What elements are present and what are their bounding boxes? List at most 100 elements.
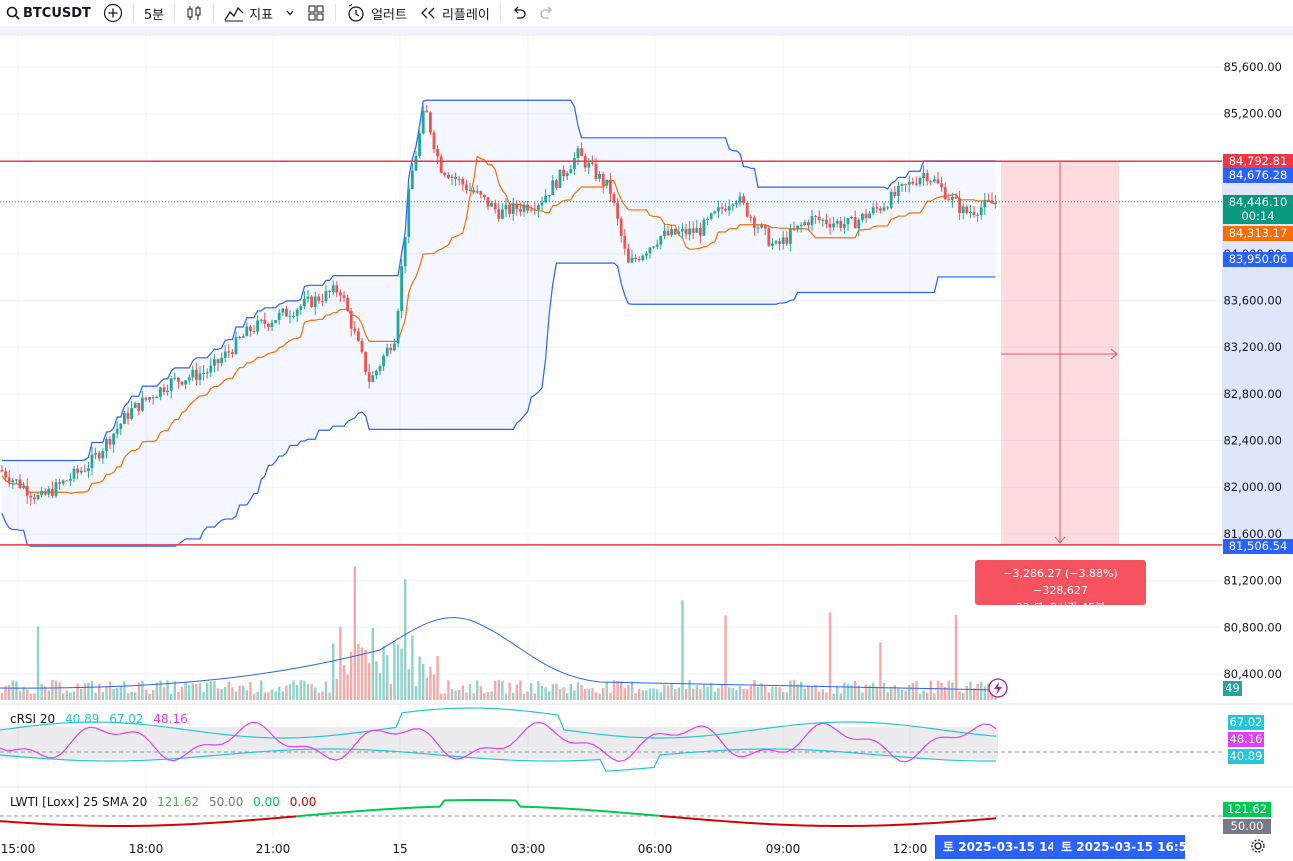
volume-bar (238, 685, 241, 700)
candle-body (659, 235, 663, 245)
undo-button[interactable] (505, 0, 533, 26)
candle-body (763, 225, 767, 229)
candle-body (90, 454, 94, 469)
volume-bar (368, 663, 371, 700)
volume-bar (908, 685, 911, 700)
candle-body (760, 225, 763, 228)
measure-arrow-down (1054, 536, 1066, 544)
candle-body (421, 110, 425, 134)
price-label-volume: 49 (1223, 681, 1242, 696)
volume-bar (915, 681, 918, 700)
symbol-name: BTCUSDT (23, 5, 91, 21)
candle-body (609, 179, 612, 194)
volume-bar (857, 685, 860, 700)
volume-bar (670, 682, 673, 700)
volume-bar (432, 674, 436, 700)
candle-body (180, 381, 184, 385)
price-tick-label: 82,800.00 (1223, 387, 1282, 401)
volume-bar (904, 690, 907, 700)
candle-body (403, 236, 407, 267)
volume-bar (162, 687, 166, 700)
volume-bar (231, 687, 234, 700)
candle-body (137, 402, 141, 411)
price-tick-label: 82,000.00 (1223, 480, 1282, 494)
volume-bar (767, 692, 770, 700)
volume-bar (587, 688, 590, 700)
volume-bar (180, 686, 184, 700)
candle-body (295, 309, 299, 316)
candle-body (155, 396, 159, 399)
volume-bar (850, 685, 853, 700)
volume-bar (209, 681, 212, 700)
volume-bar (144, 689, 148, 700)
candle-body (987, 199, 990, 201)
candle-body (720, 207, 724, 209)
volume-bar (796, 684, 799, 700)
volume-bar (792, 680, 796, 700)
compare-button[interactable] (97, 0, 129, 26)
candle-body (108, 439, 112, 445)
candle-body (785, 237, 789, 244)
volume-bar (958, 691, 961, 700)
alert-button[interactable]: 얼러트 (340, 0, 413, 26)
candle-body (177, 377, 180, 382)
candle-body (18, 479, 22, 489)
candle-body (940, 183, 943, 188)
candle-body (25, 486, 29, 496)
candle-body (627, 248, 630, 263)
volume-bar (983, 686, 986, 700)
candle-body (713, 211, 717, 214)
chart-type-button[interactable] (179, 0, 209, 26)
candle-body (432, 132, 436, 150)
candle-body (169, 378, 173, 391)
price-chart[interactable]: 85,600.0085,200.0084,400.0084,000.0083,6… (0, 36, 1293, 861)
candle-body (436, 149, 439, 157)
candle-body (695, 228, 699, 233)
lwti-segment (515, 799, 521, 808)
candle-body (87, 468, 90, 472)
volume-bar (962, 693, 965, 700)
candle-body (799, 224, 803, 226)
redo-button[interactable] (533, 0, 561, 26)
symbol-search[interactable]: BTCUSDT (0, 0, 97, 26)
volume-bar (360, 647, 364, 700)
candle-body (29, 495, 33, 498)
candle-body (4, 471, 7, 478)
volume-bar (134, 692, 137, 700)
volume-bar (112, 688, 115, 700)
candle-body (414, 156, 418, 171)
candle-body (969, 212, 972, 214)
candle-body (655, 244, 659, 247)
volume-bar (713, 691, 716, 700)
volume-bar (537, 681, 540, 700)
volume-bar (861, 692, 864, 700)
measure-line-1: −3,286.27 (−3.88%) −328,627 (1003, 567, 1118, 597)
volume-bar (80, 689, 83, 700)
candle-body (151, 397, 155, 399)
layout-button[interactable] (301, 0, 331, 26)
indicators-dropdown[interactable] (279, 0, 301, 26)
candle-body (184, 380, 187, 385)
price-tick-label: 83,600.00 (1223, 293, 1282, 307)
candle-body (551, 180, 555, 196)
candle-body (407, 188, 411, 237)
replay-button[interactable]: 리플레이 (413, 0, 496, 26)
volume-bar (177, 691, 180, 700)
volume-bar (558, 689, 562, 700)
interval-button[interactable]: 5분 (138, 0, 170, 26)
settings-gear-icon[interactable] (1250, 838, 1266, 854)
volume-bar (206, 682, 209, 700)
candle-body (630, 257, 634, 263)
volume-bar (479, 686, 482, 700)
candle-body (925, 172, 929, 182)
candle-body (69, 478, 72, 481)
indicators-button[interactable]: 지표 (218, 0, 279, 26)
candle-body (367, 372, 371, 382)
volume-bar (501, 681, 504, 700)
volume-ma-line (0, 617, 999, 691)
volume-bar (515, 684, 518, 700)
candle-body (519, 209, 522, 212)
volume-bar (443, 693, 446, 700)
candle-body (594, 163, 598, 179)
candle-body (947, 199, 951, 201)
